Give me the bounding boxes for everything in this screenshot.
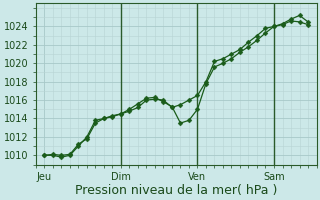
X-axis label: Pression niveau de la mer( hPa ): Pression niveau de la mer( hPa ): [75, 184, 277, 197]
